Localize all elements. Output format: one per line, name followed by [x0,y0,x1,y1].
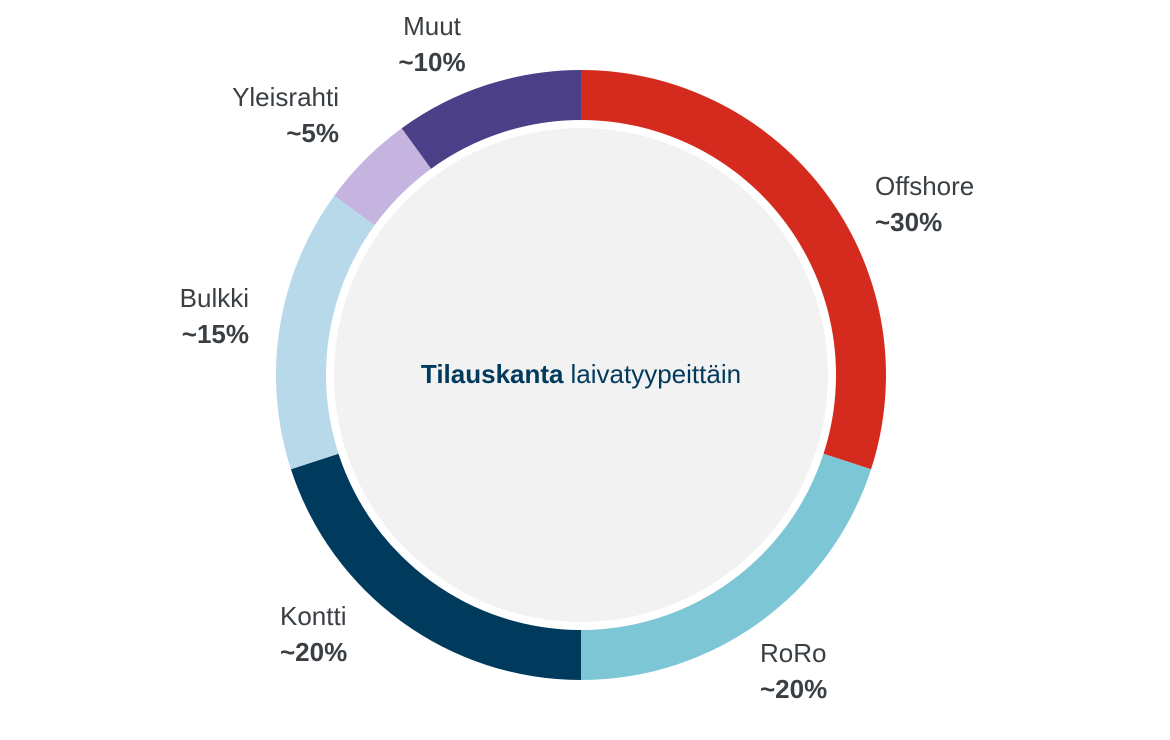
segment-label: Muut [403,11,462,41]
center-title-text: laivatyypeittäin [571,359,742,389]
segment-label: Kontti [280,601,347,631]
segment-value: ~20% [280,637,347,667]
center-title-bold: Tilauskanta [421,359,564,389]
donut-segment [581,453,872,680]
donut-segment [290,453,581,680]
donut-segment [334,128,432,226]
donut-segment [401,70,581,169]
segment-label: RoRo [760,638,826,668]
center-title: Tilauskanta laivatyypeittäin [421,359,741,389]
donut-segment [581,70,886,470]
segment-value: ~20% [760,674,827,704]
segment-value: ~5% [286,118,339,148]
segment-label: Bulkki [180,283,249,313]
segment-label: Yleisrahti [232,82,339,112]
labels: Offshore ~30% RoRo ~20% Kontti ~20% Bulkki ~15%… [180,11,975,704]
segment-value: ~15% [182,319,249,349]
segment-label: Offshore [875,171,974,201]
center-disc [334,128,828,622]
segment-value: ~10% [398,47,465,77]
ring [275,70,886,680]
segment-value: ~30% [875,207,942,237]
donut-segment [275,195,375,470]
